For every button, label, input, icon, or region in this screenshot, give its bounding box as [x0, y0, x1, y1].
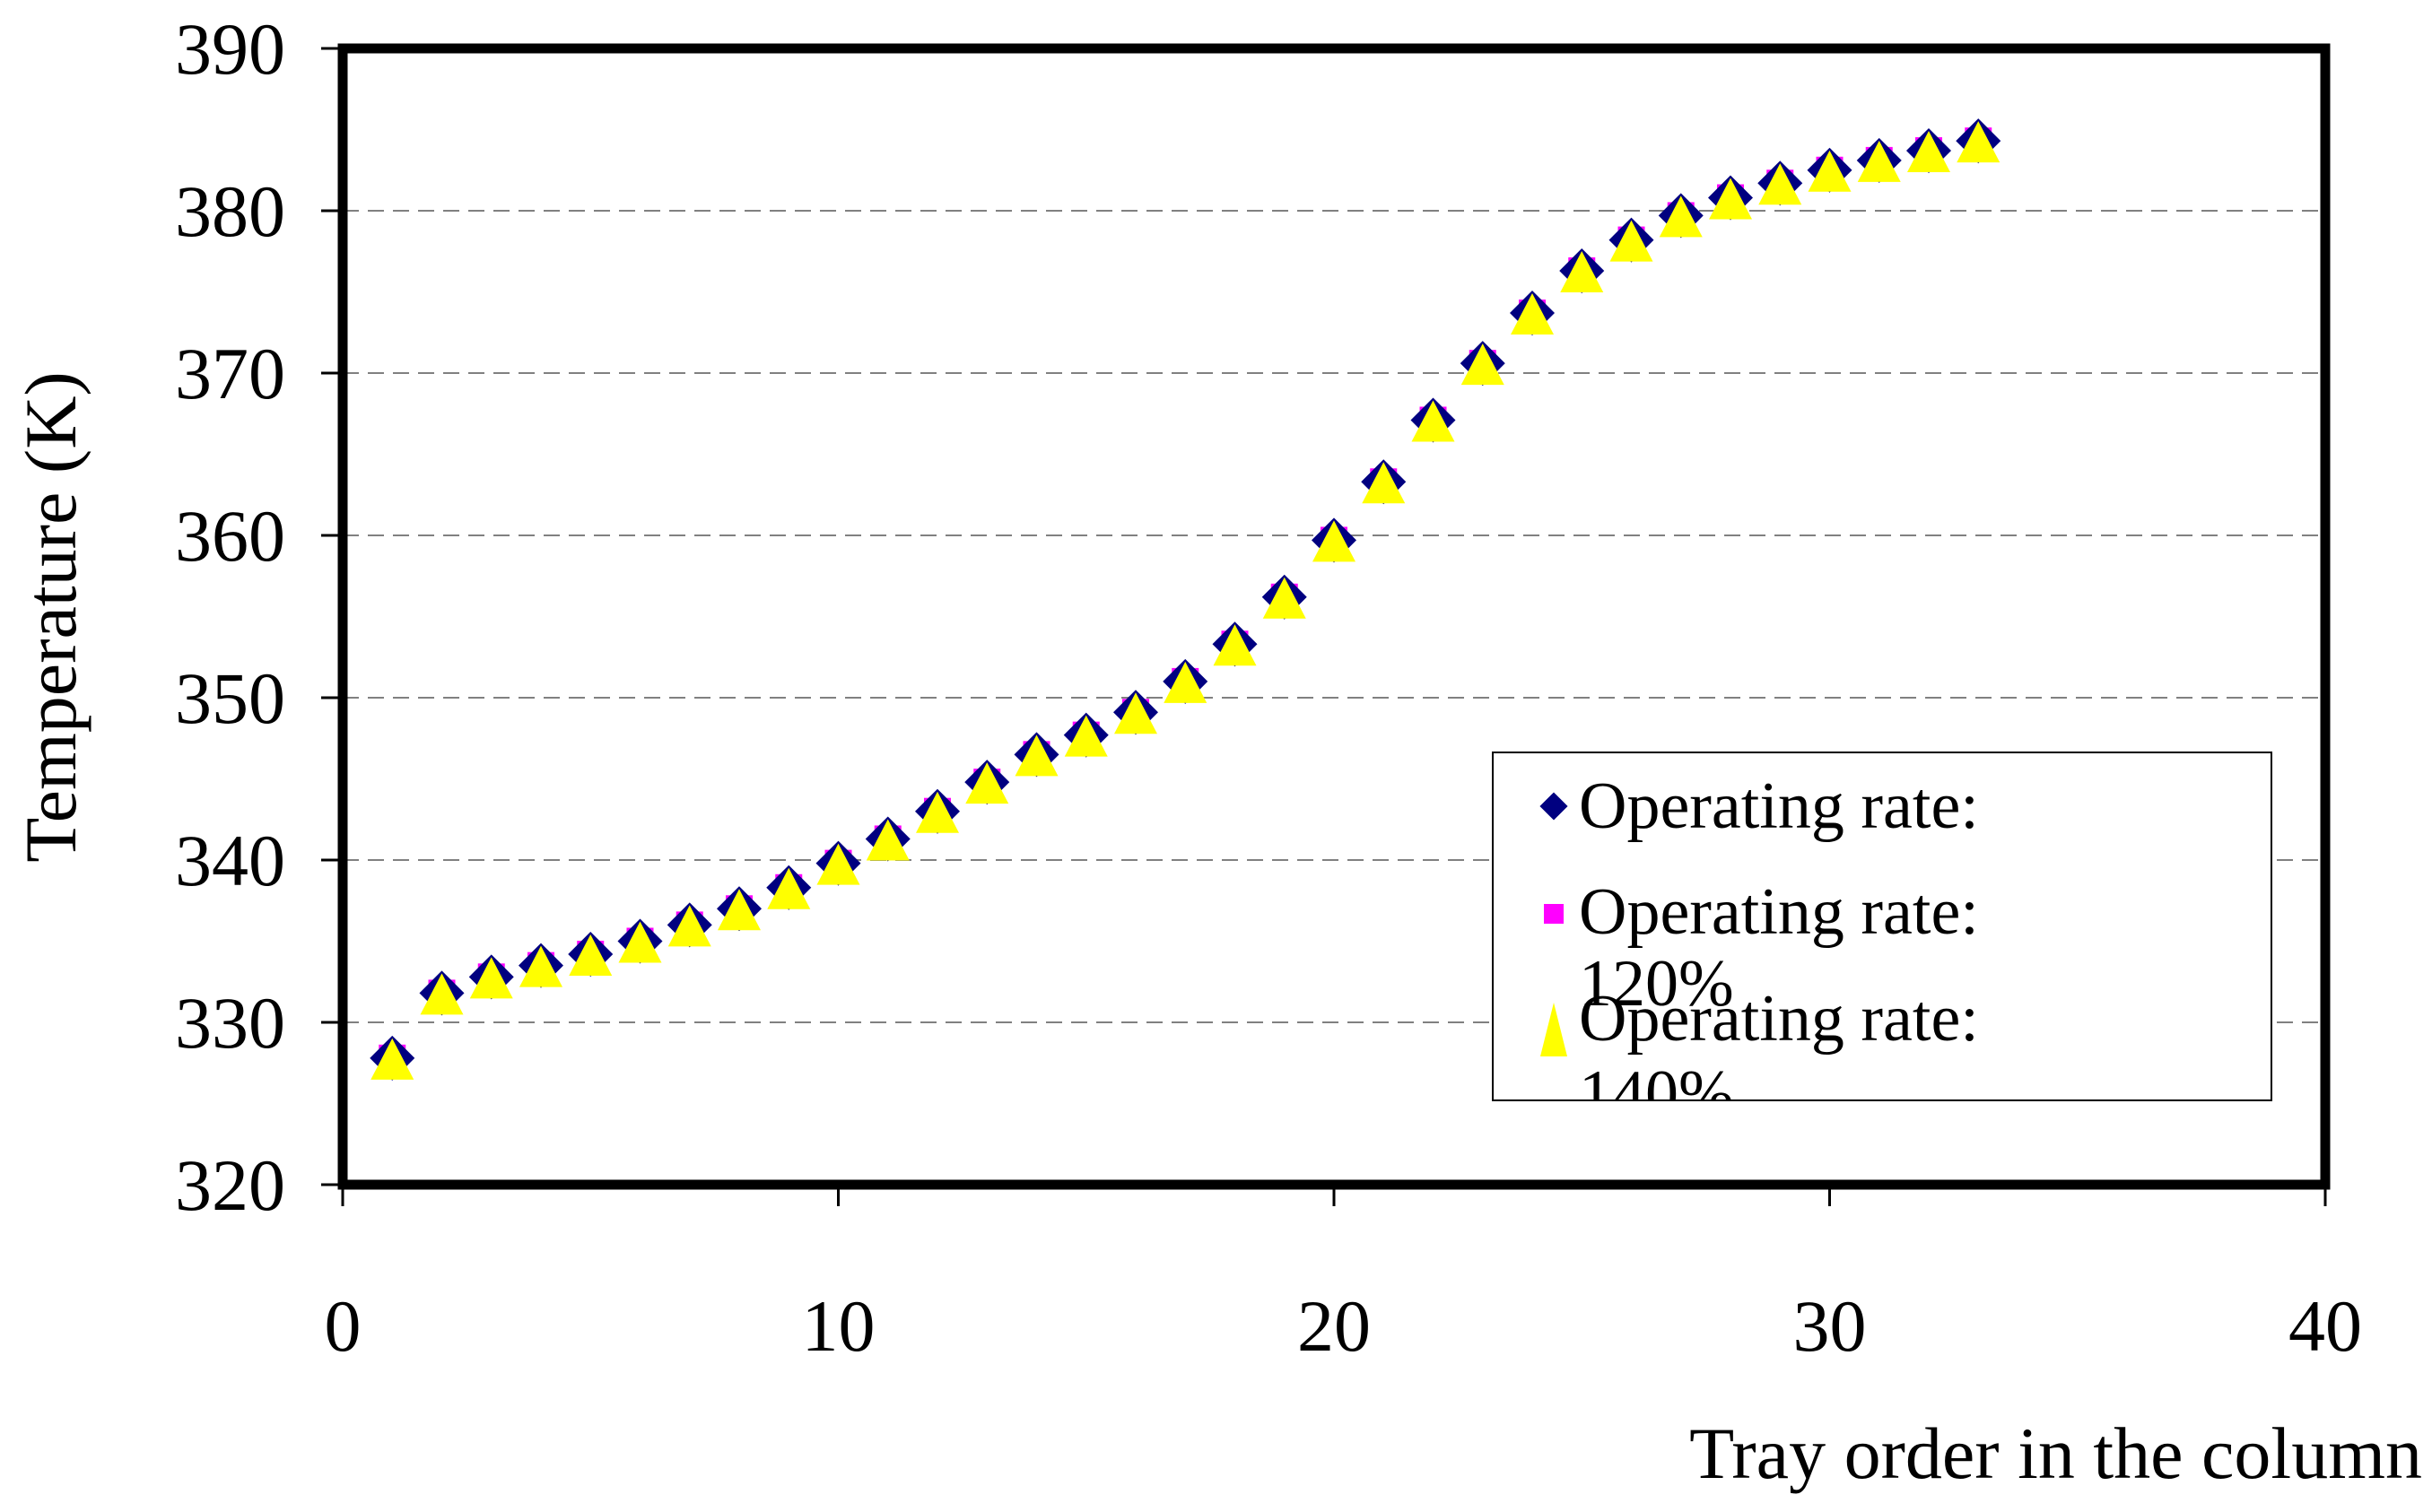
data-point-triangle [1015, 734, 1059, 777]
data-point-triangle [1907, 131, 1950, 173]
data-point-triangle [1460, 343, 1504, 386]
data-point-triangle [1560, 250, 1604, 292]
x-axis-title: Tray order in the column [1689, 1412, 2422, 1494]
data-point-triangle [1262, 577, 1306, 619]
data-point-triangle [1957, 121, 2001, 163]
data-point-triangle [1659, 196, 1703, 238]
data-point-triangle [569, 934, 613, 976]
data-point-triangle [1857, 140, 1901, 182]
data-point-triangle [916, 791, 959, 833]
series-triangle [370, 121, 2001, 1080]
y-tick-label: 330 [175, 982, 285, 1064]
y-tick-label: 390 [175, 8, 285, 90]
data-point-triangle [1411, 400, 1455, 442]
axes: 320 330 340 350 360 370 380 390 0 10 20 30 40 [175, 8, 2362, 1367]
x-tick-label: 40 [2288, 1285, 2362, 1367]
data-point-triangle [667, 905, 711, 947]
data-point-triangle [1709, 178, 1752, 220]
data-point-triangle [767, 867, 811, 909]
data-point-triangle [420, 973, 464, 1015]
x-tick-label: 30 [1793, 1285, 1867, 1367]
legend-label-2: Operating rate: [1579, 875, 1979, 949]
legend-overflow-3: 140% [1579, 1057, 1734, 1131]
y-tick-label: 370 [175, 333, 285, 414]
data-point-triangle [1213, 624, 1257, 666]
data-point-triangle [1312, 520, 1355, 562]
legend-label-3: Operating rate: [1579, 982, 1979, 1056]
legend: Operating rate: Operating rate: 120% Ope… [1492, 752, 2272, 1131]
x-tick-label: 10 [802, 1285, 876, 1367]
data-point-triangle [1609, 220, 1653, 262]
data-point-triangle [866, 819, 910, 861]
plot-frame [337, 43, 2331, 1190]
y-tick-label: 320 [175, 1144, 285, 1226]
legend-overflow-2: 120% [1579, 947, 1734, 1021]
legend-entry-1: Operating rate: [1539, 769, 1979, 843]
legend-entry-2: Operating rate: 120% [1544, 875, 1979, 1021]
data-point-triangle [519, 945, 562, 987]
data-series [370, 118, 2001, 1081]
x-tick-label: 0 [325, 1285, 362, 1367]
y-axis-title: Temperature (K) [10, 371, 92, 862]
legend-box [1492, 752, 2272, 1101]
data-point-triangle [1164, 661, 1207, 703]
legend-entry-3: Operating rate: 140% [1540, 982, 1979, 1131]
data-point-triangle [370, 1038, 414, 1080]
data-point-triangle [1758, 163, 1802, 205]
legend-clip: Operating rate: Operating rate: 120% Ope… [1492, 752, 2272, 1131]
legend-marker-square [1544, 904, 1564, 924]
y-tick-label: 350 [175, 657, 285, 739]
legend-label-1: Operating rate: [1579, 769, 1979, 843]
y-tick-label: 380 [175, 170, 285, 252]
data-point-triangle [1808, 150, 1852, 192]
y-tick-label: 360 [175, 495, 285, 577]
data-point-triangle [618, 921, 662, 963]
data-point-triangle [1511, 293, 1554, 335]
data-point-triangle [816, 843, 860, 885]
data-point-triangle [1114, 692, 1157, 734]
data-point-triangle [965, 762, 1009, 804]
legend-marker-triangle [1540, 1003, 1567, 1056]
data-point-triangle [718, 889, 761, 931]
x-tick-label: 20 [1297, 1285, 1371, 1367]
data-point-triangle [469, 957, 513, 999]
data-point-triangle [1064, 715, 1108, 757]
y-tick-label: 340 [175, 820, 285, 901]
data-point-triangle [1362, 462, 1406, 504]
